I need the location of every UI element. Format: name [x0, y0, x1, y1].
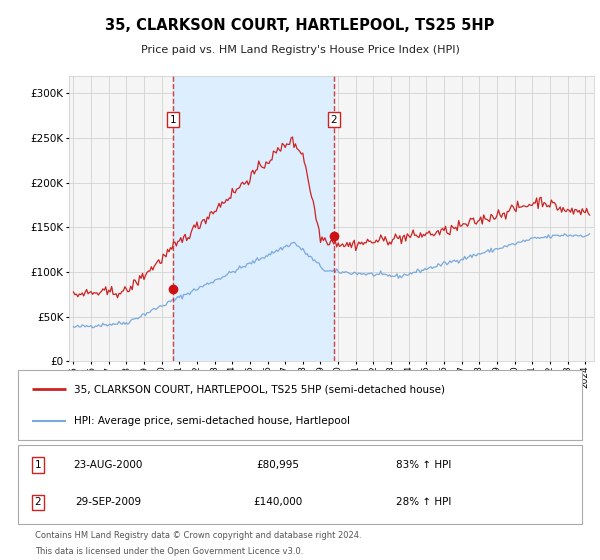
- FancyBboxPatch shape: [18, 370, 582, 440]
- Text: £140,000: £140,000: [253, 497, 302, 507]
- Text: 28% ↑ HPI: 28% ↑ HPI: [397, 497, 452, 507]
- Text: Contains HM Land Registry data © Crown copyright and database right 2024.: Contains HM Land Registry data © Crown c…: [35, 531, 362, 540]
- Text: 23-AUG-2000: 23-AUG-2000: [74, 460, 143, 470]
- Text: This data is licensed under the Open Government Licence v3.0.: This data is licensed under the Open Gov…: [35, 547, 303, 556]
- Text: 1: 1: [170, 115, 176, 125]
- Text: 83% ↑ HPI: 83% ↑ HPI: [397, 460, 452, 470]
- Bar: [173, 76, 334, 361]
- Text: 29-SEP-2009: 29-SEP-2009: [75, 497, 142, 507]
- Text: £80,995: £80,995: [256, 460, 299, 470]
- Text: 35, CLARKSON COURT, HARTLEPOOL, TS25 5HP (semi-detached house): 35, CLARKSON COURT, HARTLEPOOL, TS25 5HP…: [74, 384, 445, 394]
- Text: 35, CLARKSON COURT, HARTLEPOOL, TS25 5HP: 35, CLARKSON COURT, HARTLEPOOL, TS25 5HP: [106, 18, 494, 32]
- Text: HPI: Average price, semi-detached house, Hartlepool: HPI: Average price, semi-detached house,…: [74, 416, 350, 426]
- Text: Price paid vs. HM Land Registry's House Price Index (HPI): Price paid vs. HM Land Registry's House …: [140, 45, 460, 55]
- Text: 2: 2: [34, 497, 41, 507]
- FancyBboxPatch shape: [18, 445, 582, 524]
- Text: 2: 2: [331, 115, 337, 125]
- Text: 1: 1: [34, 460, 41, 470]
